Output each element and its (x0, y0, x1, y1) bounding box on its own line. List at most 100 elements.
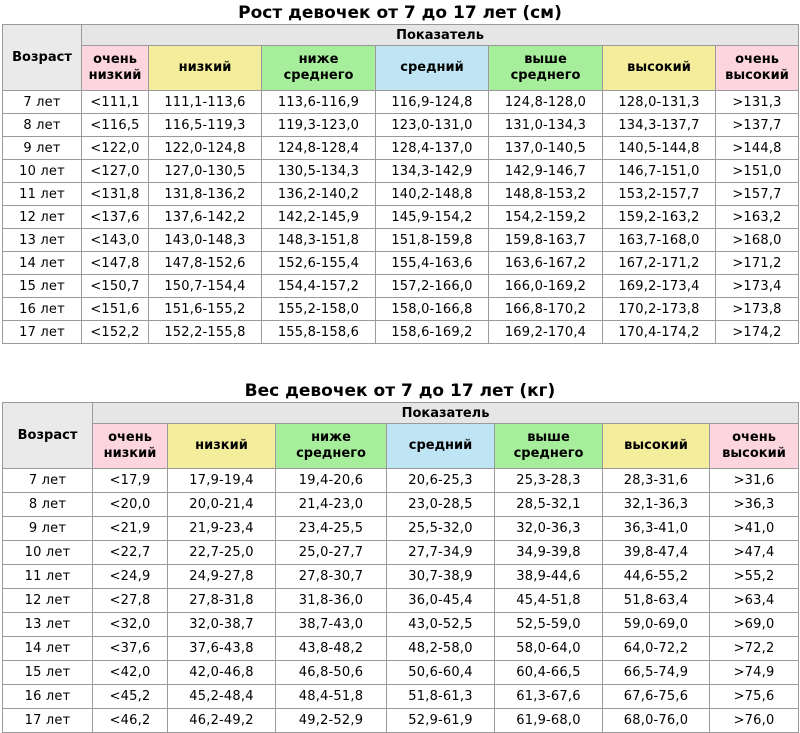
weight-table-body: 7 лет <17,9 17,9-19,4 19,4-20,6 20,6-25,3 25,… (3, 469, 799, 733)
value-cell: 31,8-36,0 (276, 589, 387, 613)
table-row: 15 лет <42,0 42,0-46,8 46,8-50,6 50,6-60,4 60… (3, 661, 799, 685)
age-cell: 17 лет (3, 321, 82, 344)
value-cell: 49,2-52,9 (276, 709, 387, 733)
table-row: 7 лет <17,9 17,9-19,4 19,4-20,6 20,6-25,3 25,… (3, 469, 799, 493)
value-cell: 158,6-169,2 (376, 321, 489, 344)
value-cell: <24,9 (93, 565, 168, 589)
value-cell: >41,0 (710, 517, 799, 541)
age-cell: 16 лет (3, 298, 82, 321)
value-cell: 46,2-49,2 (168, 709, 276, 733)
value-cell: 52,9-61,9 (387, 709, 495, 733)
value-cell: 130,5-134,3 (262, 160, 376, 183)
value-cell: 27,8-31,8 (168, 589, 276, 613)
value-cell: 131,0-134,3 (489, 114, 603, 137)
value-cell: 150,7-154,4 (149, 275, 262, 298)
value-cell: 137,0-140,5 (489, 137, 603, 160)
value-cell: 119,3-123,0 (262, 114, 376, 137)
value-cell: 148,3-151,8 (262, 229, 376, 252)
value-cell: 67,6-75,6 (603, 685, 710, 709)
value-cell: 155,2-158,0 (262, 298, 376, 321)
value-cell: 169,2-170,4 (489, 321, 603, 344)
age-cell: 13 лет (3, 613, 93, 637)
category-average: средний (376, 46, 489, 91)
table-row: 16 лет <151,6 151,6-155,2 155,2-158,0 158,0-… (3, 298, 799, 321)
value-cell: 154,4-157,2 (262, 275, 376, 298)
age-cell: 17 лет (3, 709, 93, 733)
category-low: низкий (168, 424, 276, 469)
value-cell: >74,9 (710, 661, 799, 685)
table-row: 14 лет <147,8 147,8-152,6 152,6-155,4 155,4-… (3, 252, 799, 275)
value-cell: 163,7-168,0 (603, 229, 716, 252)
value-cell: 21,9-23,4 (168, 517, 276, 541)
value-cell: <111,1 (82, 91, 149, 114)
value-cell: 43,8-48,2 (276, 637, 387, 661)
value-cell: 151,8-159,8 (376, 229, 489, 252)
value-cell: 48,2-58,0 (387, 637, 495, 661)
value-cell: 140,5-144,8 (603, 137, 716, 160)
value-cell: <150,7 (82, 275, 149, 298)
value-cell: <21,9 (93, 517, 168, 541)
value-cell: >174,2 (716, 321, 799, 344)
value-cell: 137,6-142,2 (149, 206, 262, 229)
value-cell: 23,0-28,5 (387, 493, 495, 517)
value-cell: 147,8-152,6 (149, 252, 262, 275)
value-cell: 159,2-163,2 (603, 206, 716, 229)
age-cell: 9 лет (3, 517, 93, 541)
value-cell: 59,0-69,0 (603, 613, 710, 637)
age-header: Возраст (3, 25, 82, 91)
value-cell: 51,8-61,3 (387, 685, 495, 709)
value-cell: 38,9-44,6 (495, 565, 603, 589)
value-cell: 127,0-130,5 (149, 160, 262, 183)
table-row: 17 лет <46,2 46,2-49,2 49,2-52,9 52,9-61,9 61… (3, 709, 799, 733)
value-cell: 166,8-170,2 (489, 298, 603, 321)
value-cell: 44,6-55,2 (603, 565, 710, 589)
table-row: 15 лет <150,7 150,7-154,4 154,4-157,2 157,2-… (3, 275, 799, 298)
value-cell: 61,9-68,0 (495, 709, 603, 733)
value-cell: 32,0-36,3 (495, 517, 603, 541)
value-cell: 166,0-169,2 (489, 275, 603, 298)
value-cell: <116,5 (82, 114, 149, 137)
value-cell: >137,7 (716, 114, 799, 137)
height-table-title: Рост девочек от 7 до 17 лет (см) (0, 3, 800, 23)
value-cell: 28,5-32,1 (495, 493, 603, 517)
value-cell: 128,0-131,3 (603, 91, 716, 114)
value-cell: 152,6-155,4 (262, 252, 376, 275)
value-cell: <20,0 (93, 493, 168, 517)
value-cell: 46,8-50,6 (276, 661, 387, 685)
value-cell: <147,8 (82, 252, 149, 275)
value-cell: <22,7 (93, 541, 168, 565)
value-cell: 151,6-155,2 (149, 298, 262, 321)
value-cell: 148,8-153,2 (489, 183, 603, 206)
age-cell: 10 лет (3, 541, 93, 565)
age-cell: 11 лет (3, 183, 82, 206)
category-above-average: выше среднего (495, 424, 603, 469)
age-cell: 9 лет (3, 137, 82, 160)
value-cell: >131,3 (716, 91, 799, 114)
table-row: 17 лет <152,2 152,2-155,8 155,8-158,6 158,6-… (3, 321, 799, 344)
value-cell: >163,2 (716, 206, 799, 229)
table-row: 8 лет <20,0 20,0-21,4 21,4-23,0 23,0-28,5 28,… (3, 493, 799, 517)
value-cell: 60,4-66,5 (495, 661, 603, 685)
table-row: 10 лет <127,0 127,0-130,5 130,5-134,3 134,3-… (3, 160, 799, 183)
table-row: 13 лет <143,0 143,0-148,3 148,3-151,8 151,8-… (3, 229, 799, 252)
age-cell: 7 лет (3, 91, 82, 114)
value-cell: 122,0-124,8 (149, 137, 262, 160)
weight-table: Возраст Показатель очень низкий низкий н… (2, 402, 799, 733)
value-cell: 66,5-74,9 (603, 661, 710, 685)
value-cell: 48,4-51,8 (276, 685, 387, 709)
value-cell: 42,0-46,8 (168, 661, 276, 685)
category-very-high: очень высокий (716, 46, 799, 91)
category-low: низкий (149, 46, 262, 91)
value-cell: >47,4 (710, 541, 799, 565)
table-row: 14 лет <37,6 37,6-43,8 43,8-48,2 48,2-58,0 58… (3, 637, 799, 661)
value-cell: <42,0 (93, 661, 168, 685)
value-cell: 169,2-173,4 (603, 275, 716, 298)
value-cell: 157,2-166,0 (376, 275, 489, 298)
table-row: 13 лет <32,0 32,0-38,7 38,7-43,0 43,0-52,5 52… (3, 613, 799, 637)
value-cell: 134,3-142,9 (376, 160, 489, 183)
value-cell: <45,2 (93, 685, 168, 709)
value-cell: >168,0 (716, 229, 799, 252)
value-cell: >171,2 (716, 252, 799, 275)
value-cell: >69,0 (710, 613, 799, 637)
age-cell: 11 лет (3, 565, 93, 589)
